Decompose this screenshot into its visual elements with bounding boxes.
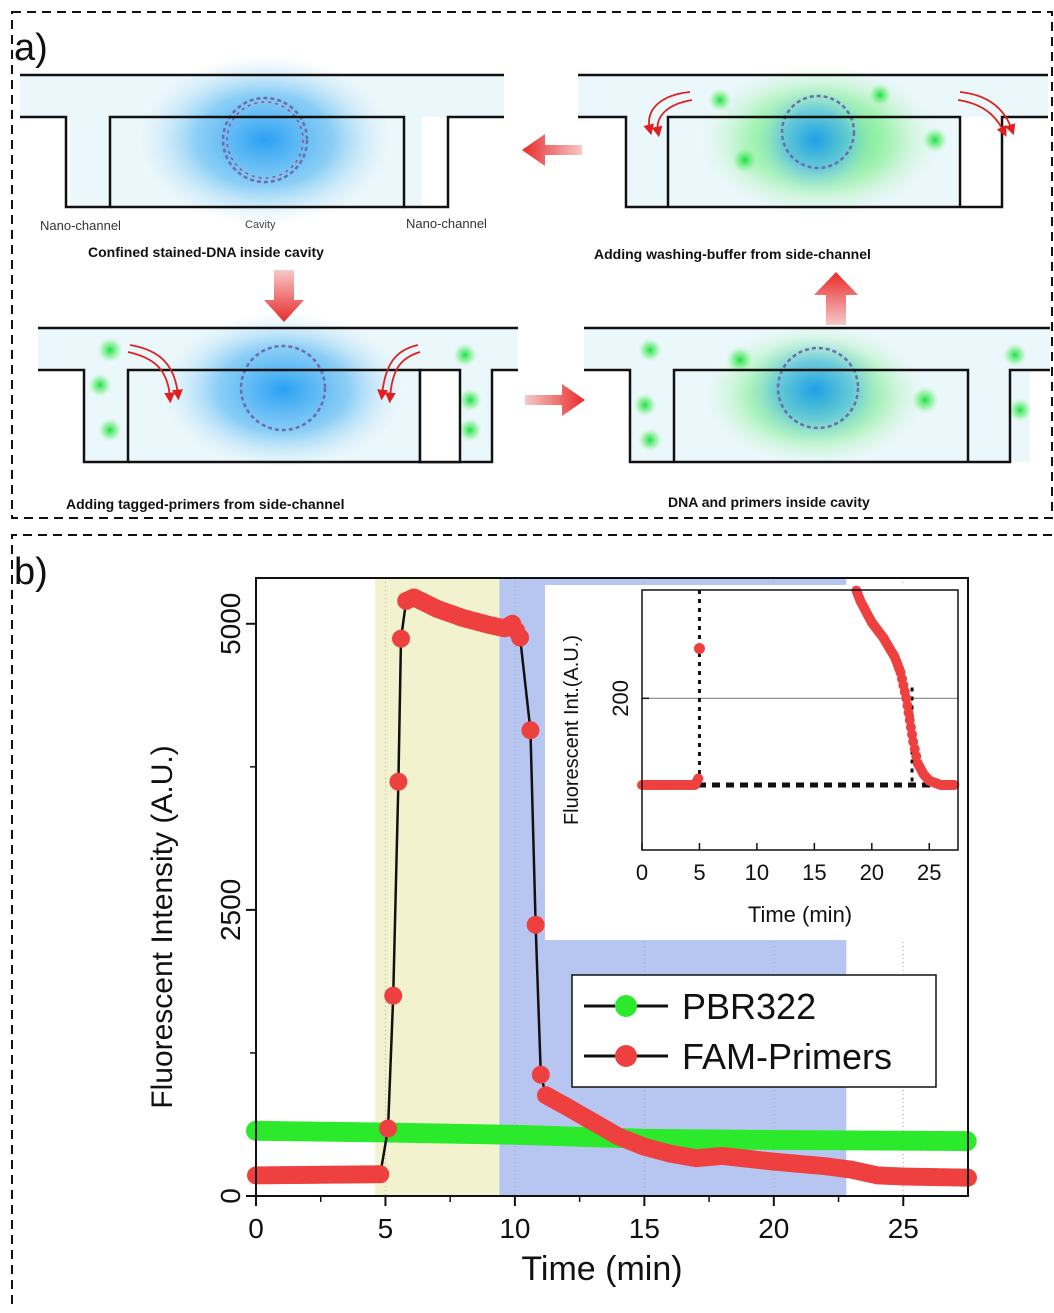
- pbr322-point: [956, 1131, 977, 1152]
- caption-step3: DNA and primers inside cavity: [668, 494, 870, 510]
- channel-walls: [578, 73, 1048, 209]
- legend-marker: [615, 995, 637, 1017]
- x-tick-label: 10: [499, 1213, 530, 1244]
- x-tick-label: 5: [378, 1213, 394, 1244]
- arrow-up: [814, 272, 858, 325]
- plot-frame: [255, 577, 969, 1197]
- panel-b: b) 0 5 10 15 20 25 0 2500 5000 Time (min) Fluore…: [11, 534, 1052, 1308]
- legend-label: PBR322: [682, 986, 816, 1027]
- inset-x-tick-label: 0: [636, 860, 648, 885]
- y-tick-label: 2500: [215, 879, 246, 941]
- channel-walls: [584, 326, 1050, 464]
- primer-dot: [97, 337, 123, 363]
- legend-label: FAM-Primers: [682, 1036, 892, 1077]
- device-tagged-primers: Adding tagged-primers from side-channel: [38, 312, 518, 512]
- flow-arrow: [959, 91, 1016, 136]
- x-tick-label: 20: [758, 1213, 789, 1244]
- dna-plasmid: [239, 344, 327, 432]
- x-tick-label: 15: [629, 1213, 660, 1244]
- dna-plasmid: [221, 96, 309, 184]
- device-washing: Adding washing-buffer from side-channel: [578, 65, 1048, 262]
- inset-x-tick-label: 25: [917, 860, 941, 885]
- inset-x-tick-label: 10: [745, 860, 769, 885]
- fam-primers-point: [391, 629, 410, 648]
- dna-glow: [755, 85, 875, 195]
- fam-primers-point: [531, 1065, 550, 1084]
- fam-primers-point: [379, 1119, 398, 1138]
- nano-channel-right-label: Nano-channel: [406, 216, 487, 231]
- inset-point: [693, 643, 705, 654]
- panel-a-border: [11, 11, 1053, 519]
- dna-glow: [163, 312, 403, 468]
- inset-chart: 0 5 10 15 20 25 200 Time (min) Fluorescent Int…: [545, 585, 965, 940]
- legend-box: [571, 974, 937, 1088]
- fam-primers-point: [389, 772, 408, 791]
- dna-plasmid: [780, 94, 856, 170]
- fam-primers-point: [526, 915, 545, 934]
- inset-background: [545, 585, 965, 940]
- caption-step4: Adding washing-buffer from side-channel: [594, 246, 871, 262]
- caption-step2: Adding tagged-primers from side-channel: [66, 496, 344, 512]
- device-dna-primers: DNA and primers inside cavity: [584, 325, 1050, 510]
- fam-primers-point: [521, 721, 540, 740]
- inset-x-tick-label: 5: [693, 860, 705, 885]
- arrow-down: [264, 270, 304, 322]
- flow-arrow: [643, 91, 691, 136]
- dna-glow: [140, 55, 390, 225]
- y-tick-label: 5000: [215, 593, 246, 655]
- device-stained-dna: Nano-channel Cavity Nano-channel Confine…: [20, 55, 504, 260]
- channel-walls: [20, 73, 504, 209]
- dna-plasmid: [776, 346, 860, 430]
- flow-arrow: [377, 344, 419, 401]
- panel-b-border: [11, 534, 1052, 1308]
- channel-walls: [38, 326, 518, 464]
- panel-a-label: a): [14, 27, 48, 69]
- cavity-label: Cavity: [245, 219, 276, 231]
- inset-y-axis-label: Fluorescent Int.(A.U.): [561, 635, 583, 825]
- flow-arrow: [129, 344, 183, 401]
- loading-band: [375, 578, 500, 1196]
- inset-point: [693, 773, 704, 784]
- panel-a: a) Nano-channel Cavity Nano-channel Conf…: [11, 11, 1053, 519]
- x-axis-label: Time (min): [521, 1250, 682, 1288]
- y-axis-label: Fluorescent Intensity (A.U.): [146, 745, 179, 1108]
- arrow-right: [525, 384, 585, 416]
- inset-x-axis-label: Time (min): [748, 902, 852, 927]
- inset-y-tick-label: 200: [608, 680, 633, 717]
- arrow-left: [522, 134, 582, 166]
- inset-point: [949, 780, 960, 790]
- y-tick-label: 0: [215, 1188, 246, 1204]
- x-tick-label: 25: [888, 1213, 919, 1244]
- legend: PBR322 FAM-Primers: [571, 974, 937, 1088]
- fam-primers-point: [384, 986, 403, 1005]
- inset-x-tick-label: 20: [860, 860, 884, 885]
- inset-frame: [641, 589, 959, 851]
- x-tick-label: 0: [248, 1213, 264, 1244]
- caption-step1: Confined stained-DNA inside cavity: [88, 244, 324, 260]
- fam-primers-point: [371, 1165, 390, 1184]
- panel-b-label: b): [14, 551, 48, 593]
- fam-primers-point: [511, 628, 530, 647]
- inset-x-tick-label: 15: [802, 860, 826, 885]
- nano-channel-left-label: Nano-channel: [40, 218, 121, 233]
- legend-marker: [615, 1045, 637, 1067]
